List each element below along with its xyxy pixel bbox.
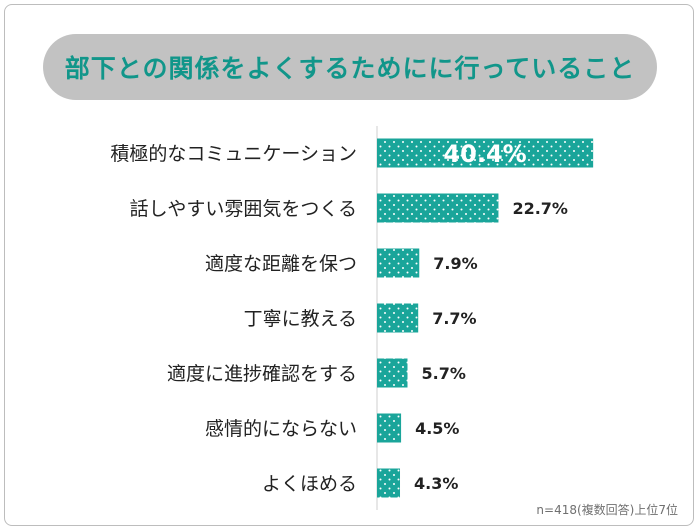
category-label: 積極的なコミュニケーション <box>110 143 357 165</box>
category-label: 丁寧に教える <box>244 308 357 330</box>
category-label: 適度な距離を保つ <box>205 253 357 275</box>
value-label: 22.7% <box>512 199 568 218</box>
bar <box>377 248 420 278</box>
title-banner: 部下との関係をよくするためにに行っていること <box>43 34 657 100</box>
bar <box>377 138 594 168</box>
value-label: 7.9% <box>433 254 477 273</box>
category-label: 感情的にならない <box>205 418 357 440</box>
bar <box>377 358 408 388</box>
value-label: 4.3% <box>414 474 458 493</box>
bar <box>377 193 499 223</box>
sample-note: n=418(複数回答)上位7位 <box>536 503 678 517</box>
category-label: よくほめる <box>262 473 357 495</box>
category-label: 適度に進捗確認をする <box>167 363 357 385</box>
value-label: 7.7% <box>432 309 476 328</box>
value-label: 4.5% <box>415 419 459 438</box>
category-label: 話しやすい雰囲気をつくる <box>130 198 357 220</box>
value-label: 5.7% <box>421 364 465 383</box>
bar <box>377 468 401 498</box>
value-label: 40.4% <box>443 140 526 168</box>
bar <box>377 303 419 333</box>
chart-title: 部下との関係をよくするためにに行っていること <box>64 54 636 83</box>
bar <box>377 413 402 443</box>
